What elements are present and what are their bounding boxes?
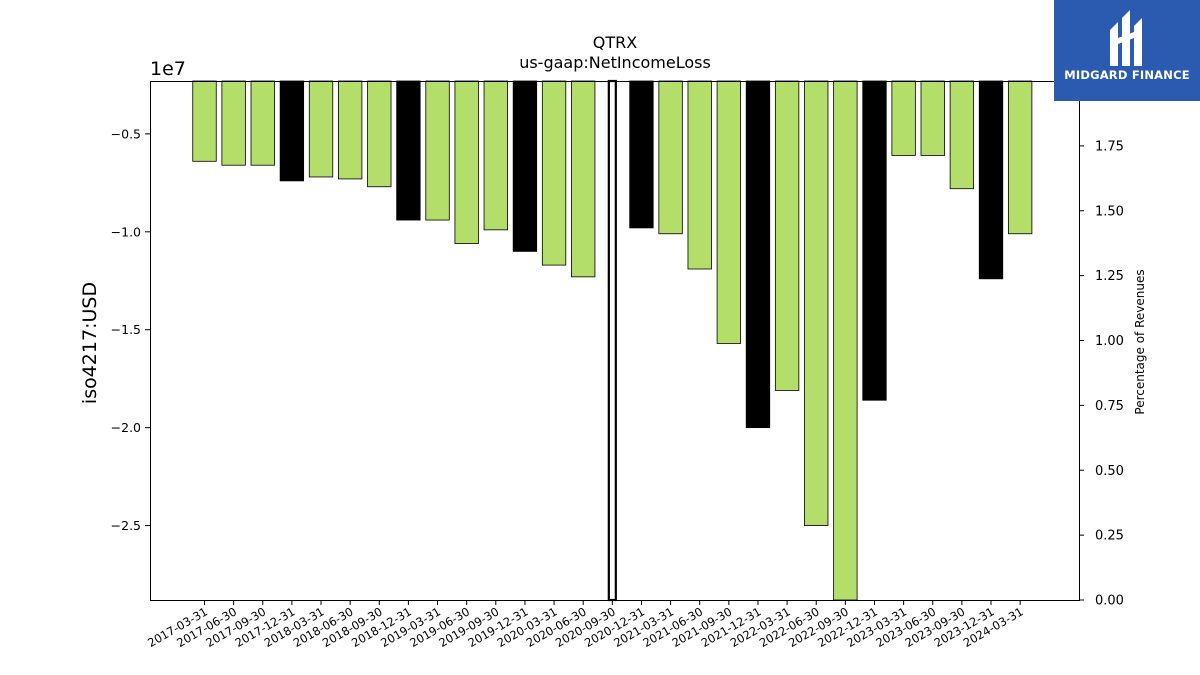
bar-2022-09-30 <box>833 80 858 601</box>
bar-2019-03-31 <box>425 80 450 221</box>
y-offset-label: 1e7 <box>150 58 186 80</box>
bars-layer <box>192 79 1033 602</box>
x-axis: 2017-03-312017-06-302017-09-302017-12-31… <box>145 600 1026 650</box>
bar-2020-03-31 <box>541 80 567 266</box>
bar-2019-09-30 <box>483 80 508 231</box>
bar-2018-03-31 <box>308 80 334 178</box>
bar-2021-06-30 <box>687 80 712 270</box>
bar-2018-06-30 <box>337 80 363 180</box>
y-tick-label: −2.0 <box>111 420 141 435</box>
y-axis-left: −0.5 −1.0 −1.5 −2.0 −2.5 <box>111 126 150 533</box>
bar-2021-09-30 <box>716 80 741 344</box>
y-axis-label: iso4217:USD <box>79 282 101 404</box>
bar-2020-09-30 <box>607 79 617 602</box>
bar-2020-06-30 <box>571 80 596 278</box>
y-axis-right-label: Percentage of Revenues <box>1133 269 1147 414</box>
bar-2023-06-30 <box>920 80 945 156</box>
chart-title: QTRX <box>593 33 637 52</box>
bar-2021-03-31 <box>658 80 683 235</box>
midgard-logo-icon <box>1110 10 1142 66</box>
bar-2022-12-31 <box>862 80 887 401</box>
y-axis-right: 0.00 0.25 0.50 0.75 1.00 1.25 1.50 1.75 <box>1079 139 1124 609</box>
bar-2019-12-31 <box>512 80 538 252</box>
brand-logo: MIDGARD FINANCE <box>1054 0 1200 101</box>
y-right-tick-label: 0.00 <box>1095 594 1124 609</box>
y-tick-label: −2.5 <box>111 518 141 533</box>
y-right-tick-label: 0.50 <box>1095 464 1124 479</box>
brand-name: MIDGARD FINANCE <box>1064 68 1190 82</box>
bar-2024-03-31 <box>1007 80 1033 235</box>
y-right-tick-label: 1.25 <box>1095 269 1124 284</box>
bar-2018-09-30 <box>367 80 392 188</box>
chart-subtitle: us-gaap:NetIncomeLoss <box>519 53 711 72</box>
y-tick-label: −1.0 <box>111 224 141 239</box>
y-right-tick-label: 1.75 <box>1095 139 1124 154</box>
bar-2022-03-31 <box>774 80 800 391</box>
y-tick-label: −1.5 <box>111 322 141 337</box>
bar-2017-03-31 <box>192 80 217 162</box>
bar-2022-06-30 <box>804 80 829 526</box>
bar-2017-06-30 <box>221 80 246 166</box>
bar-2017-12-31 <box>279 80 305 182</box>
bar-2023-12-31 <box>978 80 1004 280</box>
bar-2019-06-30 <box>454 80 479 244</box>
bar-2021-12-31 <box>745 80 771 429</box>
bar-2023-09-30 <box>949 80 975 190</box>
y-right-tick-label: 1.00 <box>1095 334 1124 349</box>
y-right-tick-label: 0.25 <box>1095 529 1124 544</box>
bar-2017-09-30 <box>250 80 275 166</box>
y-right-tick-label: 0.75 <box>1095 399 1124 414</box>
y-right-tick-label: 1.50 <box>1095 204 1124 219</box>
bar-2020-12-31 <box>629 80 654 229</box>
y-tick-label: −0.5 <box>111 126 141 141</box>
bar-2023-03-31 <box>891 80 916 156</box>
bar-2018-12-31 <box>396 80 421 221</box>
